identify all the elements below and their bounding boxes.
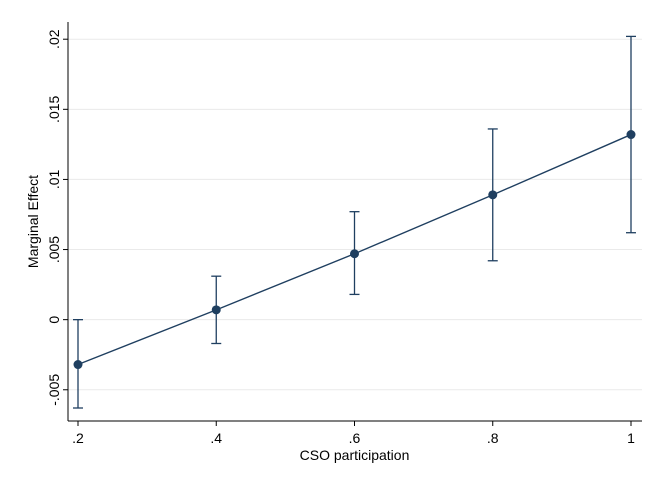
data-point-1 — [211, 305, 221, 315]
x-tick-label-2: .6 — [349, 430, 361, 446]
data-point-4 — [626, 130, 636, 140]
x-tick-label-1: .4 — [210, 430, 222, 446]
x-ticks: .2 .4 .6 .8 1 — [72, 421, 635, 446]
y-tick-label-3: .01 — [46, 169, 62, 189]
x-tick-label-3: .8 — [487, 430, 499, 446]
series-layer — [73, 35, 636, 409]
y-tick-label-4: .015 — [46, 95, 62, 122]
x-tick-label-4: 1 — [627, 430, 635, 446]
y-tick-label-1: 0 — [46, 316, 62, 324]
y-tick-label-0: -.005 — [46, 374, 62, 406]
data-point-0 — [73, 360, 83, 370]
data-point-3 — [488, 190, 498, 200]
data-point-2 — [350, 249, 359, 259]
y-tick-label-5: .02 — [46, 29, 62, 49]
x-axis-title: CSO participation — [300, 447, 410, 463]
y-tick-label-2: .005 — [46, 236, 62, 263]
y-axis-title: Marginal Effect — [25, 175, 41, 268]
y-ticks: -.005 0 .005 .01 .015 .02 — [46, 29, 68, 406]
x-tick-label-0: .2 — [72, 430, 84, 446]
